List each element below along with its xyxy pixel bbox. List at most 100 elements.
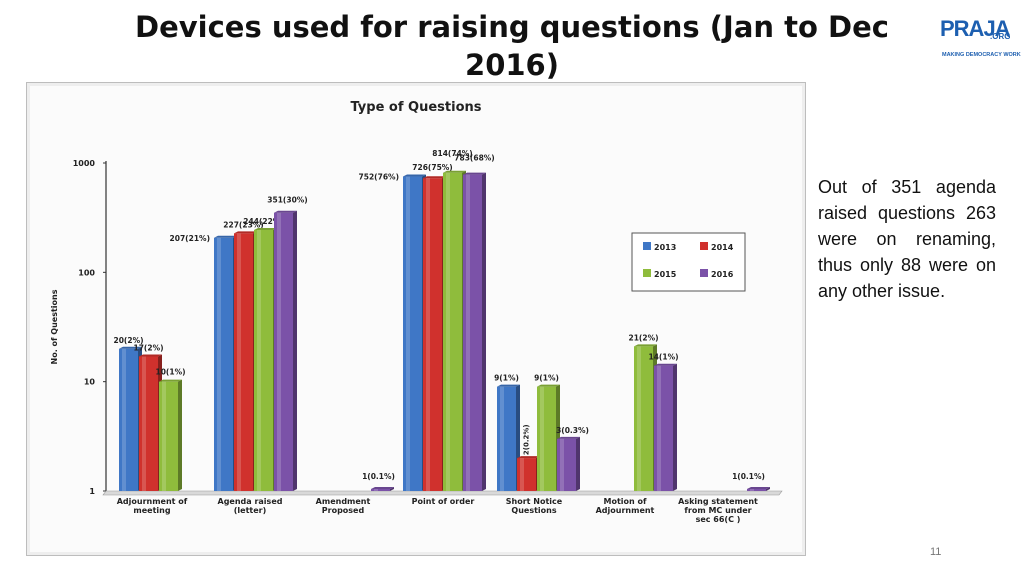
bar-top [654,363,677,366]
bar-top [747,487,770,489]
legend-swatch [700,242,708,250]
bar-top [463,172,486,175]
bar-side [576,436,580,491]
legend-label: 2015 [654,270,677,279]
data-label: 20(2%) [113,336,143,345]
bar [557,438,576,491]
x-tick-label: Point of order [412,497,475,506]
bar [517,458,536,491]
data-label: 814(74%) [432,149,472,158]
bar-highlight [142,356,146,491]
bar [423,178,442,491]
bar-highlight [500,386,504,491]
data-label: 783(68%) [454,154,494,163]
bar [234,233,253,491]
bar-top [537,384,560,387]
bar-highlight [406,176,410,491]
chart-title: Type of Questions [350,100,481,115]
legend-label: 2016 [711,270,734,279]
bar-top [443,170,466,173]
y-tick-label: 1 [89,487,95,496]
legend-label: 2013 [654,243,676,252]
logo-suffix: .ORG [990,32,1011,41]
bar-highlight [560,438,564,491]
legend-label: 2014 [711,243,734,252]
bar-top [557,436,580,439]
bar-highlight [637,346,641,491]
bar-top [371,487,394,489]
y-tick-label: 10 [84,378,96,387]
bar-side [293,210,297,492]
bar [159,381,178,491]
y-axis-label: No. of Questions [50,289,59,364]
bar-highlight [162,381,166,491]
bar-highlight [426,178,430,491]
bar-highlight [217,237,221,491]
bar [214,237,233,491]
data-label: 1(0.1%) [362,472,395,481]
data-label: 726(75%) [412,163,452,172]
bar-side [390,487,394,491]
legend-swatch [700,269,708,277]
bar-highlight [374,489,378,491]
bar [139,356,158,491]
bar-chart: Type of Questions No. of Questions 1 10 100 1… [50,100,783,524]
x-tick-label: Short Notice Questions [506,497,563,515]
data-label: 9(1%) [534,374,559,383]
bar-highlight [520,458,524,491]
side-note: Out of 351 agenda raised questions 263 w… [818,177,996,301]
x-tick-label: Adjournment of meeting [117,497,188,515]
bar-highlight [446,172,450,491]
bar-top [423,176,446,179]
bar [274,212,293,492]
bar-highlight [540,386,544,491]
bar-highlight [237,233,241,491]
praja-logo: PRAJA .ORG MAKING DEMOCRACY WORK [940,14,1021,62]
bar [371,489,390,491]
bar [443,172,462,491]
x-tick-label: Agenda raised (letter) [218,497,283,515]
legend-box [631,232,746,292]
y-tick-label: 100 [78,268,95,277]
data-label: 207(21%) [170,234,210,243]
data-label: 3(0.3%) [556,426,589,435]
bar-side [178,379,182,491]
data-label: 9(1%) [494,374,519,383]
data-label: 244(22%) [243,217,283,226]
data-label: 227(23%) [223,220,263,229]
bar-side [482,172,486,491]
bar [497,386,516,491]
bar-top [254,227,277,230]
legend-swatch [643,242,651,250]
bar [254,229,273,492]
logo-tagline: MAKING DEMOCRACY WORK [942,52,1021,58]
bar-top [159,379,182,382]
data-label: 21(2%) [628,333,658,342]
bar-side [673,363,677,491]
data-label: 14(1%) [648,353,678,362]
data-label: 351(30%) [267,196,307,205]
data-label: 1(0.1%) [732,472,765,481]
bar [634,346,653,491]
bar-highlight [277,212,281,492]
data-label: 17(2%) [133,343,163,352]
bar-top [119,346,142,349]
logo-word: PRAJA [940,16,1011,41]
data-label: 2(0.2%) [523,424,531,455]
x-tick-label: Motion of Adjournment [596,497,655,515]
data-label: 752(76%) [359,173,399,182]
bar-top [497,384,520,387]
chart-panel: Type of Questions No. of Questions 1 10 100 1… [26,82,806,556]
x-tick-label: Asking statement from MC under sec 66(C ) [678,497,758,524]
bar-top [214,235,237,238]
bar-top [139,354,162,357]
page-title: Devices used for raising questions (Jan … [135,10,889,82]
bar-top [274,210,297,213]
bar [463,174,482,491]
bar-highlight [750,489,754,491]
bar [403,176,422,491]
page-number: 11 [930,546,942,558]
bar-highlight [257,229,261,492]
bar-side [766,487,770,491]
bar [654,365,673,491]
